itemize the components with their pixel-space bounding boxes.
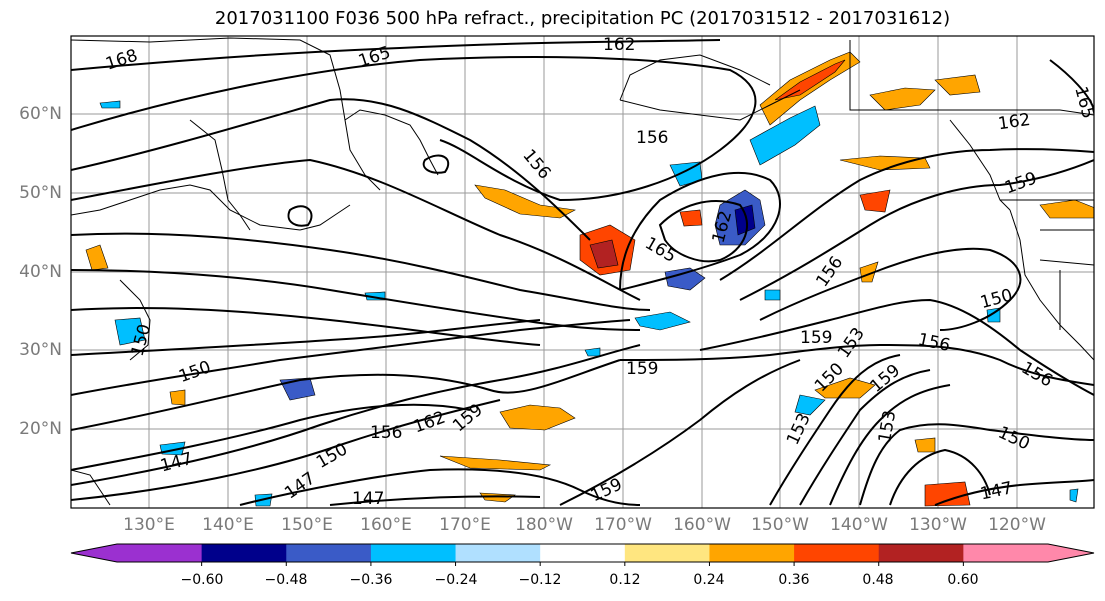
colorbar-segment: [455, 544, 541, 562]
lon-label: 120°W: [988, 515, 1046, 535]
colorbar-tick-label: 0.12: [609, 572, 641, 588]
colorbar-extend-min: [71, 544, 117, 562]
colorbar-segment: [878, 544, 964, 562]
map-title: 2017031100 F036 500 hPa refract., precip…: [214, 8, 951, 29]
coastlines: [71, 37, 1094, 506]
colorbar-outline: [70, 543, 1095, 563]
lon-label: 130°W: [909, 515, 967, 535]
contour-label: 162: [997, 110, 1032, 134]
lat-label: 20°N: [19, 419, 62, 439]
colorbar-segment: [709, 544, 795, 562]
contour-label: 156: [636, 128, 668, 148]
colorbar-tick-label: −0.60: [180, 572, 224, 588]
contour-label: 156: [370, 423, 402, 443]
lat-label: 60°N: [19, 104, 62, 124]
colorbar-tick-label: −0.12: [518, 572, 562, 588]
colorbar-segment: [117, 544, 203, 562]
lon-label: 130°E: [123, 515, 175, 535]
lon-label: 180°W: [515, 515, 573, 535]
colorbar-extend-max: [1048, 544, 1094, 562]
colorbar-tick-label: 0.24: [693, 572, 725, 588]
lon-label: 150°E: [281, 515, 333, 535]
precipitation-shading: [85, 51, 1094, 507]
lat-label: 30°N: [19, 340, 62, 360]
colorbar-tick-label: 0.60: [947, 572, 979, 588]
lon-label: 170°W: [594, 515, 652, 535]
lon-label: 160°W: [673, 515, 731, 535]
colorbar-tick-label: 0.48: [862, 572, 894, 588]
colorbar-segment: [370, 544, 457, 562]
contour-label: 159: [626, 359, 658, 379]
colorbar: [70, 543, 1095, 566]
lon-label: 160°E: [360, 515, 412, 535]
colorbar-tick-label: −0.24: [434, 572, 478, 588]
colorbar-segment: [201, 544, 287, 562]
map-panel: 168 165 162 165 156 156 162 165 162 159 …: [70, 35, 1095, 509]
contour-label: 162: [603, 35, 635, 55]
lon-label: 140°W: [830, 515, 888, 535]
colorbar-segment: [286, 544, 372, 562]
lon-label: 170°E: [439, 515, 491, 535]
colorbar-segment: [540, 544, 626, 562]
contour-label: 159: [800, 328, 832, 348]
lat-label: 50°N: [19, 183, 62, 203]
colorbar-tick-label: −0.36: [349, 572, 393, 588]
colorbar-segment: [963, 544, 1049, 562]
colorbar-tick-label: 0.36: [778, 572, 810, 588]
lat-label: 40°N: [19, 262, 62, 282]
lon-label: 140°E: [202, 515, 254, 535]
colorbar-segment: [624, 544, 710, 562]
height-contours: [71, 39, 1094, 506]
lon-label: 150°W: [751, 515, 809, 535]
colorbar-tick-label: −0.48: [264, 572, 308, 588]
contour-label: 147: [352, 489, 384, 509]
colorbar-segment: [794, 544, 880, 562]
